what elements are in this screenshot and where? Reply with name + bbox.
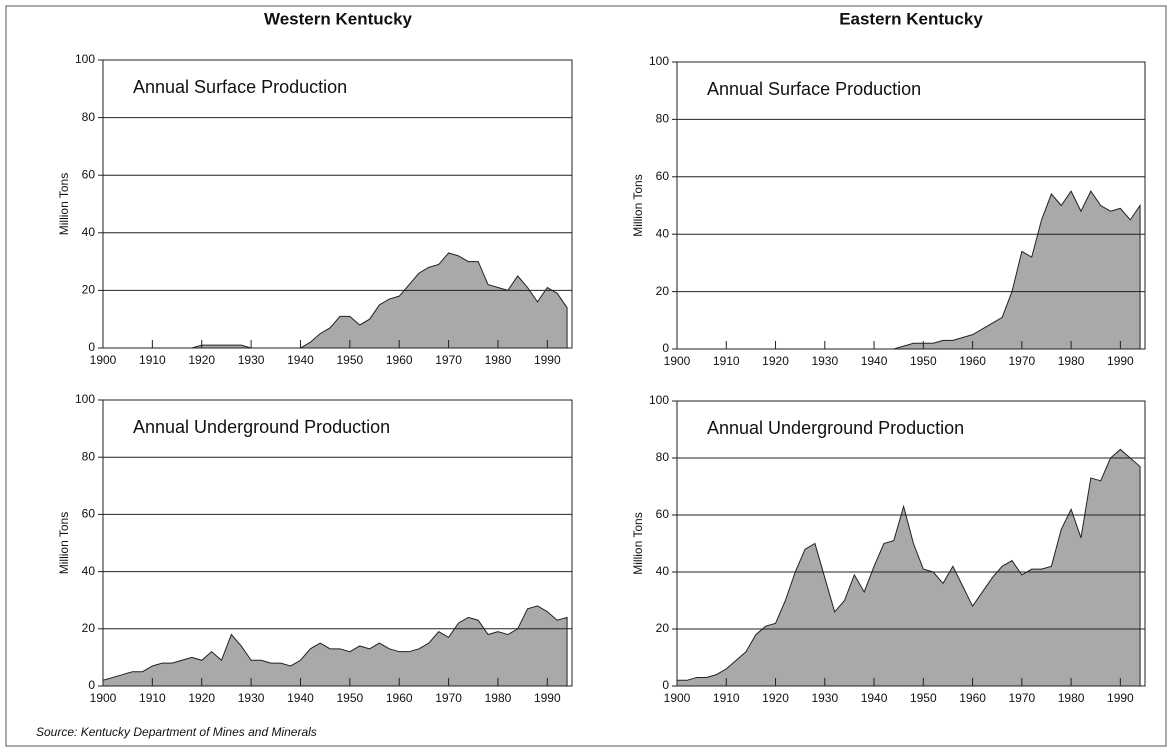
- y-tick-label: 20: [656, 284, 670, 298]
- column-title: Eastern Kentucky: [839, 9, 983, 28]
- y-tick-label: 0: [88, 340, 95, 354]
- x-tick-label: 1920: [762, 691, 789, 705]
- x-tick-label: 1920: [762, 354, 789, 368]
- chart-title: Annual Surface Production: [707, 79, 921, 99]
- x-tick-label: 1930: [811, 354, 838, 368]
- chart-title: Annual Underground Production: [707, 418, 964, 438]
- x-tick-label: 1980: [485, 691, 512, 705]
- y-tick-label: 20: [656, 621, 670, 635]
- y-tick-label: 20: [82, 283, 96, 297]
- x-tick-label: 1970: [1008, 354, 1035, 368]
- area: [676, 448, 1141, 687]
- x-tick-label: 1940: [861, 354, 888, 368]
- x-tick-label: 1900: [664, 354, 691, 368]
- x-tick-label: 1990: [1107, 691, 1134, 705]
- x-tick-label: 1960: [959, 691, 986, 705]
- x-tick-label: 1900: [664, 691, 691, 705]
- y-tick-label: 60: [656, 169, 670, 183]
- x-tick-label: 1980: [485, 353, 512, 367]
- x-tick-label: 1950: [336, 353, 363, 367]
- frame: [5, 5, 1167, 747]
- x-tick-label: 1910: [139, 691, 166, 705]
- x-tick-label: 1910: [713, 691, 740, 705]
- x-tick-label: 1950: [910, 691, 937, 705]
- area: [102, 605, 568, 687]
- x-tick-label: 1990: [534, 691, 561, 705]
- x-tick-label: 1960: [959, 354, 986, 368]
- y-tick-label: 80: [82, 110, 96, 124]
- y-tick-label: 100: [649, 393, 669, 407]
- y-tick-label: 40: [82, 225, 96, 239]
- y-tick-label: 80: [656, 112, 670, 126]
- x-tick-label: 1970: [1008, 691, 1035, 705]
- y-axis-label: Million Tons: [631, 174, 645, 236]
- y-tick-label: 100: [75, 52, 95, 66]
- x-tick-label: 1910: [139, 353, 166, 367]
- x-tick-label: 1910: [713, 354, 740, 368]
- y-axis-label: Million Tons: [57, 173, 71, 235]
- x-tick-label: 1900: [90, 353, 117, 367]
- y-tick-label: 40: [656, 564, 670, 578]
- y-tick-label: 80: [656, 450, 670, 464]
- x-tick-label: 1950: [910, 354, 937, 368]
- y-axis-label: Million Tons: [57, 512, 71, 574]
- y-tick-label: 0: [662, 341, 669, 355]
- x-tick-label: 1930: [811, 691, 838, 705]
- x-tick-label: 1970: [435, 691, 462, 705]
- x-tick-label: 1990: [534, 353, 561, 367]
- y-tick-label: 0: [662, 678, 669, 692]
- x-tick-label: 1930: [238, 353, 265, 367]
- y-tick-label: 20: [82, 621, 96, 635]
- x-tick-label: 1990: [1107, 354, 1134, 368]
- chart-title: Annual Underground Production: [133, 417, 390, 437]
- column-title: Western Kentucky: [264, 9, 413, 28]
- y-tick-label: 60: [82, 167, 96, 181]
- x-tick-label: 1960: [386, 691, 413, 705]
- x-tick-label: 1900: [90, 691, 117, 705]
- x-tick-label: 1950: [336, 691, 363, 705]
- x-tick-label: 1980: [1058, 354, 1085, 368]
- x-tick-label: 1920: [188, 353, 215, 367]
- y-tick-label: 0: [88, 678, 95, 692]
- x-tick-label: 1930: [238, 691, 265, 705]
- y-tick-label: 100: [649, 54, 669, 68]
- x-tick-label: 1970: [435, 353, 462, 367]
- x-tick-label: 1960: [386, 353, 413, 367]
- y-tick-label: 60: [82, 507, 96, 521]
- x-tick-label: 1940: [287, 353, 314, 367]
- y-tick-label: 100: [75, 392, 95, 406]
- y-tick-label: 60: [656, 507, 670, 521]
- chart-title: Annual Surface Production: [133, 77, 347, 97]
- x-tick-label: 1980: [1058, 691, 1085, 705]
- y-axis-label: Million Tons: [631, 512, 645, 574]
- y-tick-label: 80: [82, 449, 96, 463]
- y-tick-label: 40: [656, 226, 670, 240]
- y-tick-label: 40: [82, 564, 96, 578]
- x-tick-label: 1940: [287, 691, 314, 705]
- source-note: Source: Kentucky Department of Mines and…: [36, 725, 317, 739]
- x-tick-label: 1940: [861, 691, 888, 705]
- x-tick-label: 1920: [188, 691, 215, 705]
